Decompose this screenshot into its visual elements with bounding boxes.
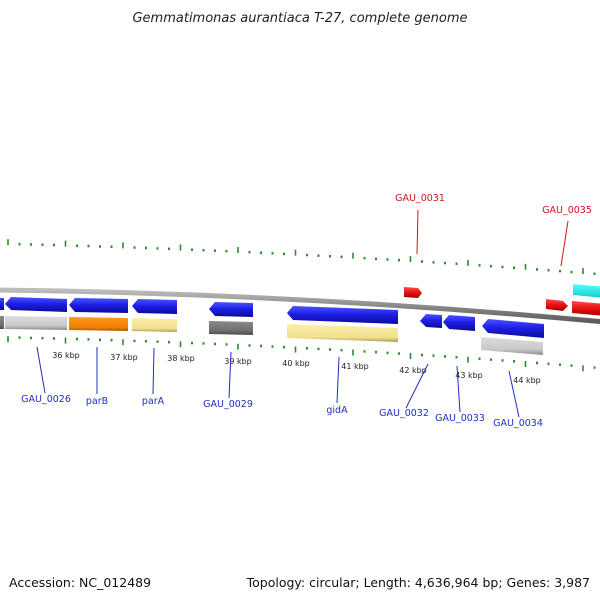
scale-labels: 36 kbp 37 kbp 38 kbp 39 kbp 40 kbp 41 kb…: [52, 351, 541, 385]
category-block-para: [132, 318, 177, 332]
gene-block-cyan[interactable]: [573, 284, 600, 298]
gene-label-parb[interactable]: parB: [86, 396, 108, 407]
gene-arrow-left-edge[interactable]: [0, 298, 4, 310]
gene-label-gau-0026[interactable]: GAU_0026: [21, 394, 71, 405]
scale-label: 40 kbp: [282, 359, 310, 368]
gene-labels: GAU_0026 parB parA GAU_0029 gidA GAU_003…: [21, 193, 592, 429]
gene-label-gau-0034[interactable]: GAU_0034: [493, 418, 543, 429]
scale-label: 39 kbp: [224, 357, 252, 366]
scale-label: 43 kbp: [455, 371, 483, 380]
gene-label-gida[interactable]: gidA: [326, 405, 348, 416]
gene-label-gau-0031[interactable]: GAU_0031: [395, 193, 445, 204]
category-block-gida: [287, 324, 398, 342]
gene-arrow-gau-0035[interactable]: [546, 299, 568, 311]
category-block-gau-0034: [481, 337, 543, 355]
leader-gau-0026: [36, 346, 46, 394]
scale-label: 44 kbp: [513, 376, 541, 385]
outer-tick-ring: [7, 239, 596, 275]
leader-gau-0034: [508, 370, 520, 418]
scale-label: 36 kbp: [52, 351, 80, 360]
category-block-dark-edge: [0, 316, 4, 329]
gene-label-gau-0029[interactable]: GAU_0029: [203, 399, 253, 410]
scale-label: 38 kbp: [167, 354, 195, 363]
leader-gida: [336, 356, 340, 404]
category-block-gau-0026: [5, 316, 67, 330]
category-block-gau-0029: [209, 321, 253, 335]
accession-text: Accession: NC_012489: [9, 575, 151, 590]
reverse-strand-arrows: [0, 297, 544, 338]
gene-arrow-para[interactable]: [132, 299, 177, 314]
forward-strand-features: [404, 284, 600, 316]
gene-arrow-gau-0033[interactable]: [443, 315, 475, 331]
gene-label-gau-0035[interactable]: GAU_0035: [542, 205, 592, 216]
leader-gau-0033: [456, 365, 461, 413]
gene-arrow-gida[interactable]: [287, 306, 398, 324]
genome-backbone: [0, 287, 600, 325]
scale-label: 42 kbp: [399, 366, 427, 375]
gene-label-gau-0032[interactable]: GAU_0032: [379, 408, 429, 419]
gene-arrow-gau-0026[interactable]: [5, 297, 67, 312]
gene-block-red[interactable]: [572, 301, 600, 316]
map-title: Gemmatimonas aurantiaca T-27, complete g…: [132, 11, 467, 26]
scale-label: 37 kbp: [110, 353, 138, 362]
gene-arrow-gau-0034[interactable]: [482, 319, 544, 338]
gene-arrow-gau-0029[interactable]: [209, 302, 253, 317]
gene-label-para[interactable]: parA: [142, 396, 165, 407]
label-leaders: [36, 209, 569, 418]
leader-gau-0035: [560, 220, 569, 267]
leader-gau-0029: [228, 351, 232, 399]
leader-gau-0032: [405, 363, 429, 409]
leader-para: [152, 347, 155, 395]
genome-summary-text: Topology: circular; Length: 4,636,964 bp…: [246, 575, 590, 590]
inner-tick-ring: [7, 336, 596, 372]
gene-label-gau-0033[interactable]: GAU_0033: [435, 413, 485, 424]
gene-arrow-gau-0032[interactable]: [420, 314, 442, 328]
category-blocks: [0, 316, 543, 355]
gene-arrow-gau-0031[interactable]: [404, 287, 422, 298]
category-block-parb: [69, 317, 128, 331]
gene-arrow-parb[interactable]: [69, 298, 128, 313]
scale-label: 41 kbp: [341, 362, 369, 371]
leader-gau-0031: [416, 209, 419, 255]
